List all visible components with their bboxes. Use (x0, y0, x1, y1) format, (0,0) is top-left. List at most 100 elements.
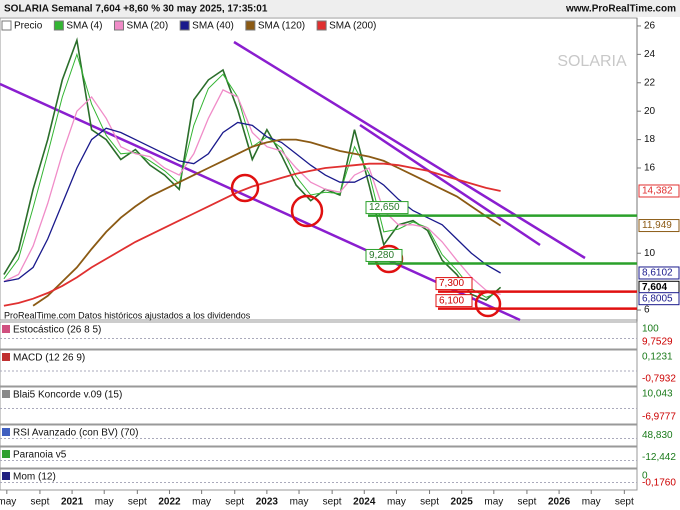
x-tick-label: 2022 (158, 497, 181, 508)
x-tick-label: sept (128, 497, 147, 508)
site: www.ProRealTime.com (565, 4, 676, 15)
y-tick-label: 26 (644, 21, 656, 32)
y-tick-label: 10 (644, 248, 656, 259)
sub-panel-swatch (2, 390, 10, 398)
sub-panel-value: 48,830 (642, 430, 673, 441)
x-tick-label: 2025 (451, 497, 474, 508)
last-value-label: 7,604 (642, 282, 667, 293)
last-value-box (638, 292, 680, 306)
sub-panel-value: 0,1231 (642, 352, 673, 363)
y-tick-label: 20 (644, 106, 656, 117)
x-tick-label: sept (615, 497, 634, 508)
legend-swatch (245, 20, 256, 31)
last-value-box (638, 219, 680, 233)
x-tick-label: may (582, 497, 601, 508)
sub-panel (0, 468, 638, 491)
note: ProRealTime.com Datos históricos ajustad… (4, 310, 251, 320)
support-circle (290, 194, 324, 228)
legend-label: SMA (4) (66, 21, 102, 32)
level-label: 9,280 (369, 250, 394, 261)
trend-line (359, 123, 541, 247)
x-tick-label: may (95, 497, 114, 508)
x-tick-label: sept (420, 497, 439, 508)
header: SOLARIA Semanal 7,604 +8,60 % 30 may 202… (4, 4, 268, 15)
last-value-box (638, 184, 680, 198)
sub-panel-label: Paranoia v5 (13, 450, 67, 461)
level-box (435, 277, 473, 291)
support-circle (474, 290, 502, 318)
x-tick-label: sept (323, 497, 342, 508)
x-tick-label: may (192, 497, 211, 508)
level-box (365, 201, 409, 215)
series-group (3, 37, 502, 307)
legend-swatch (1, 20, 12, 31)
x-tick-label: may (484, 497, 503, 508)
y-tick-label: 18 (644, 134, 656, 145)
header-bar (0, 0, 680, 17)
level-label: 12,650 (369, 202, 400, 213)
sub-panel-swatch (2, 353, 10, 361)
level-box (435, 294, 473, 308)
legend-label: SMA (20) (126, 21, 168, 32)
legend-label: SMA (120) (258, 21, 305, 32)
legend-swatch (53, 20, 64, 31)
support-circle (230, 173, 260, 203)
level-box (365, 248, 403, 262)
watermark: SOLARIA (557, 53, 627, 70)
sub-panel-swatch (2, 325, 10, 333)
x-tick-label: may (387, 497, 406, 508)
y-tick-label: 6 (644, 305, 650, 316)
x-tick-label: sept (517, 497, 536, 508)
legend-label: Precio (14, 21, 43, 32)
x-tick-label: 2023 (256, 497, 279, 508)
sub-panel-value: -0,7932 (642, 374, 676, 385)
x-tick-label: 2021 (61, 497, 84, 508)
level-label: 7,300 (439, 278, 464, 289)
x-tick-label: sept (30, 497, 49, 508)
sub-panel-label: MACD (12 26 9) (13, 353, 85, 364)
sub-panel-value: -12,442 (642, 452, 676, 463)
trend-line (233, 40, 586, 260)
sub-panel (0, 321, 638, 350)
sub-panel (0, 386, 638, 425)
sub-panel-swatch (2, 450, 10, 458)
x-tick-label: may (290, 497, 309, 508)
last-value-label: 8,6102 (642, 268, 673, 279)
legend-swatch (113, 20, 124, 31)
y-tick-label: 24 (644, 49, 656, 60)
sub-panel-value: 0 (642, 471, 648, 482)
y-tick-label: 16 (644, 163, 656, 174)
sub-panel-label: Estocástico (26 8 5) (13, 325, 101, 336)
legend-label: SMA (200) (329, 21, 376, 32)
x-tick-label: sept (225, 497, 244, 508)
sub-panel-value: -6,9777 (642, 412, 676, 423)
series-line (32, 138, 502, 307)
sub-panel-swatch (2, 472, 10, 480)
sub-panel-value: 100 (642, 324, 659, 335)
series-line (3, 121, 501, 283)
last-value-label: 11,949 (642, 220, 672, 231)
series-line (3, 162, 501, 307)
last-value-label: 6,8005 (642, 293, 673, 304)
trend-line (0, 82, 521, 322)
y-tick-label: 22 (644, 77, 656, 88)
last-value-box (638, 266, 680, 280)
sub-panel-swatch (2, 428, 10, 436)
legend-label: SMA (40) (192, 21, 234, 32)
x-tick-label: 2024 (353, 497, 376, 508)
legend-swatch (179, 20, 190, 31)
series-line (3, 89, 501, 296)
sub-panel-label: Blai5 Koncorde v.09 (15) (13, 390, 122, 401)
sub-panel (0, 424, 638, 447)
sub-panel-label: RSI Avanzado (con BV) (70) (13, 428, 138, 439)
legend-swatch (316, 20, 327, 31)
sub-panel-label: Mom (12) (13, 472, 56, 483)
sub-panel-value: 10,043 (642, 389, 673, 400)
last-value-label: 14,382 (642, 186, 673, 197)
x-tick-label: may (0, 497, 16, 508)
sub-panel-value: -0,1760 (642, 478, 676, 489)
x-tick-label: 2026 (548, 497, 571, 508)
sub-panel (0, 446, 638, 469)
level-label: 6,100 (439, 295, 464, 306)
